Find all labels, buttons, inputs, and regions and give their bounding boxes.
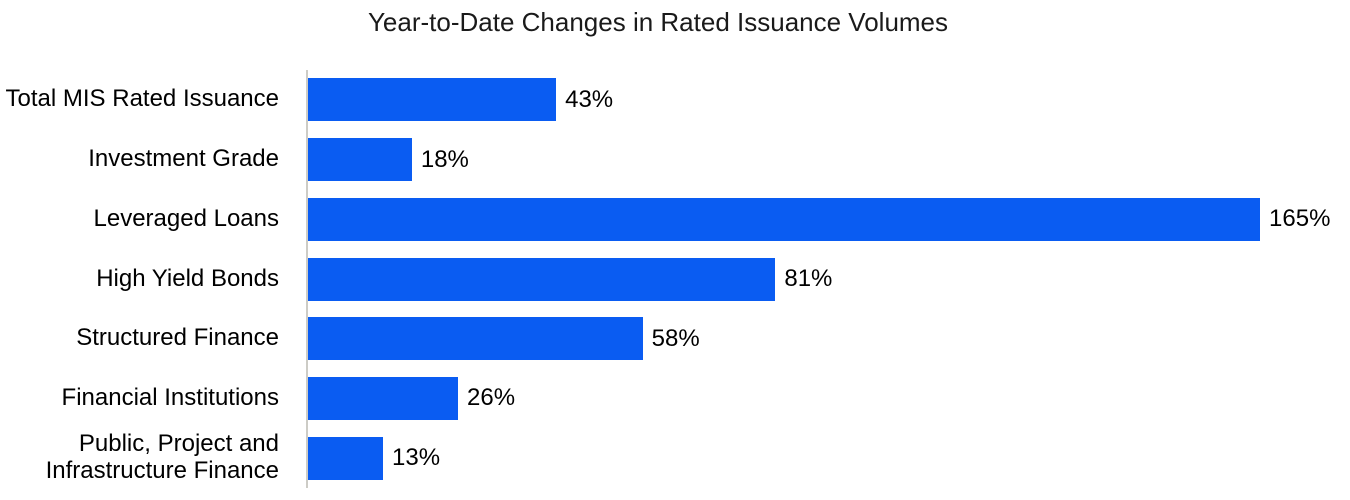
- bar-row: Financial Institutions 26%: [0, 369, 1350, 429]
- chart-title: Year-to-Date Changes in Rated Issuance V…: [367, 7, 949, 37]
- bar-row: Public, Project and Infrastructure Finan…: [0, 428, 1350, 488]
- value-label: 81%: [784, 265, 833, 293]
- bar-row: High Yield Bonds 81%: [0, 249, 1350, 309]
- bar-row: Investment Grade 18%: [0, 130, 1350, 190]
- bar-row: Leveraged Loans 165%: [0, 189, 1350, 249]
- bar-rows: Total MIS Rated Issuance 43% Investment Gr…: [0, 70, 1350, 488]
- bar-track: 81%: [308, 249, 1350, 309]
- bar-track: 13%: [308, 428, 1350, 488]
- bar-row: Total MIS Rated Issuance 43%: [0, 70, 1350, 130]
- bar-track: 26%: [308, 369, 1350, 429]
- bar-track: 43%: [308, 70, 1350, 130]
- category-label: High Yield Bonds: [96, 264, 279, 292]
- value-label: 18%: [420, 145, 469, 173]
- bar-track: 165%: [308, 189, 1350, 249]
- value-label: 58%: [651, 324, 700, 352]
- value-label: 26%: [467, 384, 516, 412]
- category-label: Leveraged Loans: [93, 204, 279, 232]
- bar-row: Structured Finance 58%: [0, 309, 1350, 369]
- bar: [308, 78, 557, 122]
- bar: [308, 257, 776, 301]
- bar-track: 58%: [308, 309, 1350, 369]
- bar: [308, 197, 1261, 241]
- category-label: Public, Project and Infrastructure Finan…: [45, 430, 279, 485]
- category-label: Financial Institutions: [61, 384, 279, 412]
- bar: [308, 436, 383, 480]
- bar-track: 18%: [308, 130, 1350, 190]
- category-label: Investment Grade: [88, 145, 279, 173]
- bar: [308, 317, 643, 361]
- chart-area: Total MIS Rated Issuance 43% Investment Gr…: [0, 70, 1350, 488]
- category-label: Total MIS Rated Issuance: [5, 85, 279, 113]
- y-axis-line: [306, 70, 308, 488]
- value-label: 43%: [565, 85, 614, 113]
- category-label: Structured Finance: [76, 324, 279, 352]
- bar: [308, 138, 412, 182]
- value-label: 165%: [1269, 205, 1331, 233]
- bar: [308, 376, 459, 420]
- value-label: 13%: [392, 444, 441, 472]
